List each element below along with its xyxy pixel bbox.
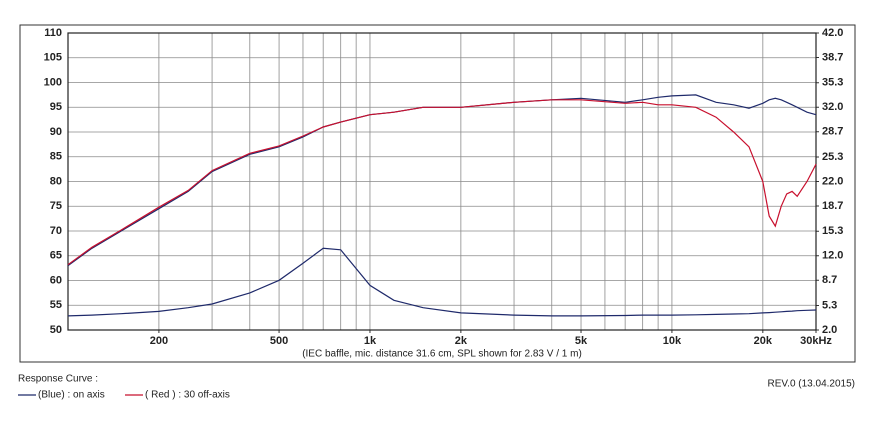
y-tick-label: 95 — [50, 101, 62, 113]
y2-tick-label: 32.0 — [822, 101, 843, 113]
y-tick-label: 55 — [50, 299, 62, 311]
y2-tick-label: 25.3 — [822, 151, 843, 163]
y-tick-label: 85 — [50, 151, 62, 163]
legend-title: Response Curve : — [18, 374, 98, 385]
y-tick-label: 105 — [44, 52, 62, 64]
revision: REV.0 (13.04.2015) — [768, 379, 855, 390]
legend-label: (Blue) : on axis — [38, 390, 105, 401]
y-tick-label: 100 — [44, 76, 62, 88]
x-tick-label: 200 — [150, 335, 168, 347]
legend-label: ( Red ) : 30 off-axis — [145, 390, 230, 401]
x-tick-label: 2k — [455, 335, 468, 347]
x-tick-label: 1k — [364, 335, 377, 347]
x-tick-label: 20k — [754, 335, 773, 347]
x-tick-label: 10k — [663, 335, 682, 347]
y2-tick-label: 35.3 — [822, 77, 843, 89]
x-tick-label: 5k — [575, 335, 588, 347]
y2-tick-label: 42.0 — [822, 27, 843, 39]
frame — [19, 24, 856, 363]
series-line — [67, 247, 817, 317]
y2-tick-label: 12.0 — [822, 250, 843, 262]
series-line — [67, 94, 817, 267]
y-tick-label: 60 — [50, 274, 62, 286]
y2-tick-label: 22.0 — [822, 175, 843, 187]
series-line — [67, 99, 817, 266]
y2-tick-label: 38.7 — [822, 51, 843, 63]
y2-tick-label: 28.7 — [822, 126, 843, 138]
x-tick-label: 500 — [270, 335, 288, 347]
caption: (IEC baffle, mic. distance 31.6 cm, SPL … — [302, 349, 582, 360]
y-tick-label: 75 — [50, 200, 62, 212]
y-tick-label: 65 — [50, 250, 62, 262]
y-tick-label: 70 — [50, 225, 62, 237]
y2-tick-label: 5.3 — [822, 299, 837, 311]
y-tick-label: 110 — [44, 27, 62, 39]
y2-tick-label: 8.7 — [822, 274, 837, 286]
x-tick-label: 30kHz — [800, 335, 832, 347]
y-tick-label: 90 — [50, 126, 62, 138]
y-tick-label: 50 — [50, 324, 62, 336]
y2-tick-label: 15.3 — [822, 225, 843, 237]
y2-tick-label: 2.0 — [822, 324, 837, 336]
y2-tick-label: 18.7 — [822, 200, 843, 212]
plot-border — [67, 32, 817, 331]
y-tick-label: 80 — [50, 175, 62, 187]
